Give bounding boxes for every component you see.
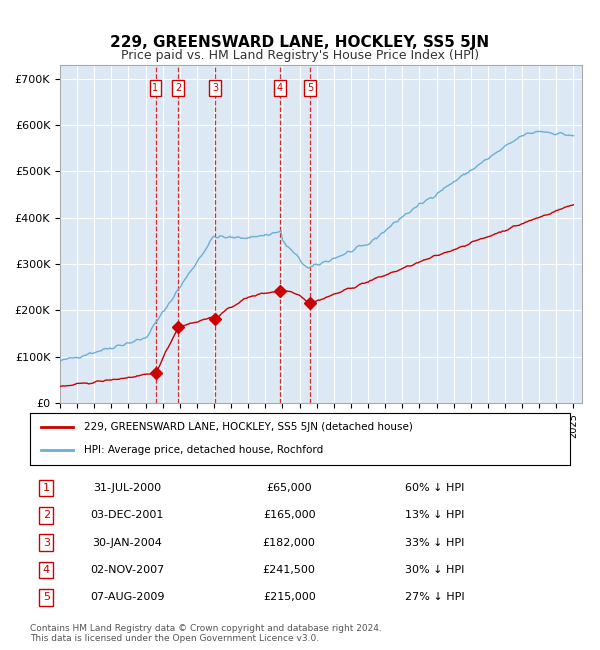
Text: 1: 1	[43, 483, 50, 493]
Text: 3: 3	[43, 538, 50, 548]
Text: 4: 4	[277, 83, 283, 93]
Text: 30% ↓ HPI: 30% ↓ HPI	[406, 565, 464, 575]
Text: 33% ↓ HPI: 33% ↓ HPI	[406, 538, 464, 548]
Text: £215,000: £215,000	[263, 592, 316, 603]
Text: 30-JAN-2004: 30-JAN-2004	[92, 538, 162, 548]
Text: £165,000: £165,000	[263, 510, 316, 521]
Text: 5: 5	[43, 592, 50, 603]
Text: £241,500: £241,500	[263, 565, 316, 575]
Text: 2: 2	[175, 83, 182, 93]
Text: 2: 2	[43, 510, 50, 521]
Text: 02-NOV-2007: 02-NOV-2007	[90, 565, 164, 575]
Text: 07-AUG-2009: 07-AUG-2009	[90, 592, 164, 603]
Text: Price paid vs. HM Land Registry's House Price Index (HPI): Price paid vs. HM Land Registry's House …	[121, 49, 479, 62]
Text: 31-JUL-2000: 31-JUL-2000	[93, 483, 161, 493]
Text: £65,000: £65,000	[266, 483, 312, 493]
Text: 03-DEC-2001: 03-DEC-2001	[91, 510, 164, 521]
Text: Contains HM Land Registry data © Crown copyright and database right 2024.
This d: Contains HM Land Registry data © Crown c…	[30, 624, 382, 644]
Text: 229, GREENSWARD LANE, HOCKLEY, SS5 5JN: 229, GREENSWARD LANE, HOCKLEY, SS5 5JN	[110, 34, 490, 50]
Text: 229, GREENSWARD LANE, HOCKLEY, SS5 5JN (detached house): 229, GREENSWARD LANE, HOCKLEY, SS5 5JN (…	[84, 422, 413, 432]
Text: 5: 5	[307, 83, 313, 93]
Text: £182,000: £182,000	[263, 538, 316, 548]
Text: 13% ↓ HPI: 13% ↓ HPI	[406, 510, 464, 521]
Text: HPI: Average price, detached house, Rochford: HPI: Average price, detached house, Roch…	[84, 445, 323, 455]
Text: 1: 1	[152, 83, 158, 93]
Text: 3: 3	[212, 83, 218, 93]
Text: 4: 4	[43, 565, 50, 575]
Text: 27% ↓ HPI: 27% ↓ HPI	[405, 592, 465, 603]
Text: 60% ↓ HPI: 60% ↓ HPI	[406, 483, 464, 493]
